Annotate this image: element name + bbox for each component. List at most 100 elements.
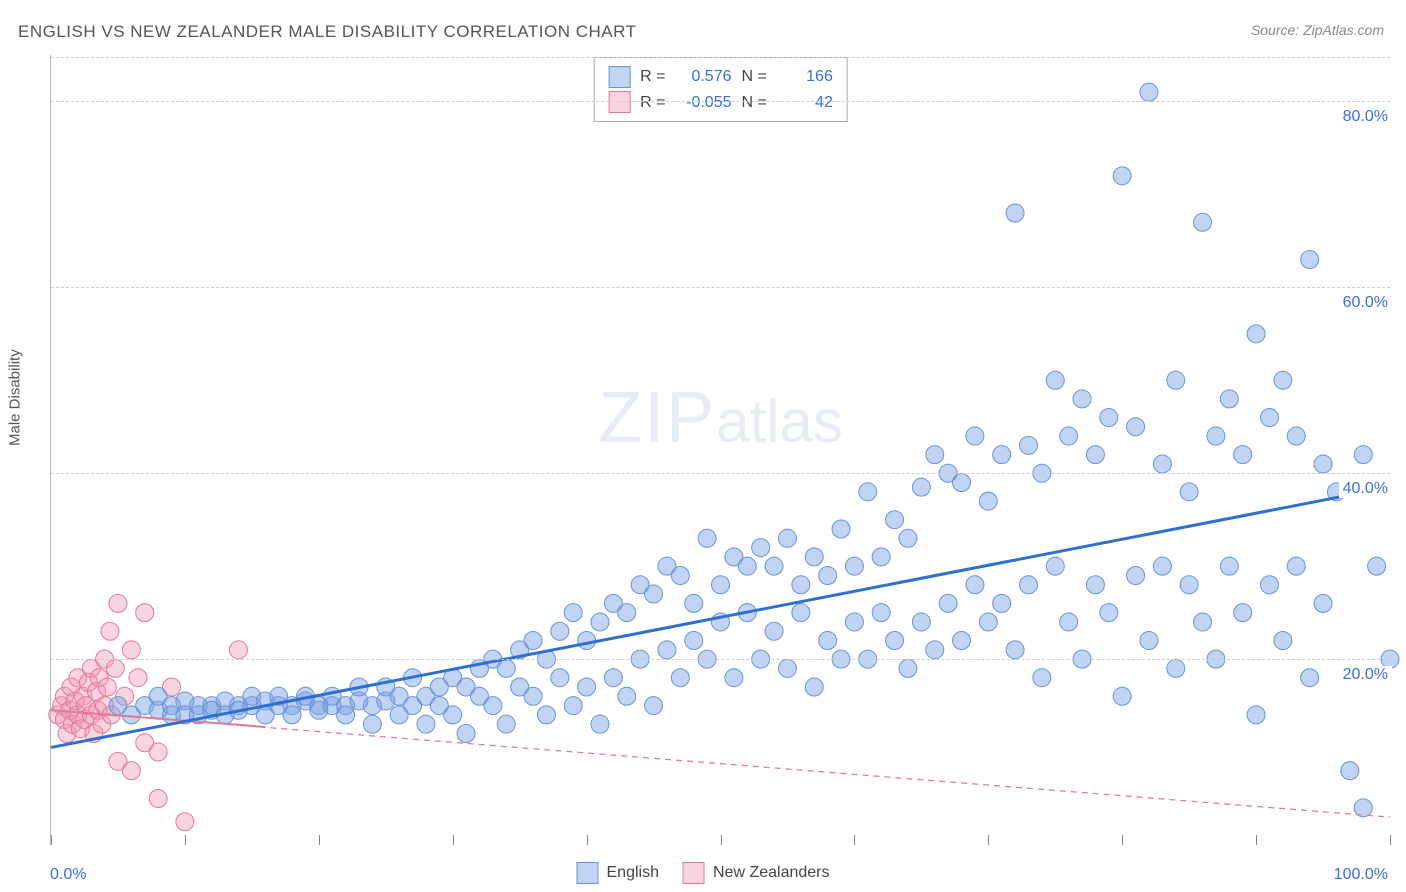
grid-line	[51, 101, 1390, 102]
data-point	[524, 687, 542, 705]
data-point	[1060, 427, 1078, 445]
data-point	[1180, 576, 1198, 594]
data-point	[765, 557, 783, 575]
data-point	[792, 604, 810, 622]
data-point	[1247, 706, 1265, 724]
data-point	[912, 613, 930, 631]
x-tick	[453, 835, 454, 845]
data-point	[886, 511, 904, 529]
data-point	[1167, 659, 1185, 677]
data-point	[953, 632, 971, 650]
data-point	[778, 659, 796, 677]
data-point	[1153, 557, 1171, 575]
data-point	[645, 585, 663, 603]
x-tick	[854, 835, 855, 845]
data-point	[1368, 557, 1386, 575]
data-point	[725, 669, 743, 687]
y-axis-title: Male Disability	[7, 349, 24, 446]
data-point	[979, 492, 997, 510]
data-point	[712, 576, 730, 594]
legend-item-nz: New Zealanders	[683, 862, 830, 884]
trend-line-english	[51, 487, 1390, 747]
data-point	[685, 594, 703, 612]
swatch-pink-icon	[683, 862, 705, 884]
data-point	[1100, 604, 1118, 622]
x-tick	[319, 835, 320, 845]
data-point	[283, 706, 301, 724]
data-point	[122, 641, 140, 659]
y-tick-label: 20.0%	[1339, 666, 1392, 684]
data-point	[101, 622, 119, 640]
data-point	[1113, 167, 1131, 185]
chart-source: Source: ZipAtlas.com	[1251, 22, 1384, 38]
data-point	[337, 706, 355, 724]
data-point	[1220, 557, 1238, 575]
data-point	[176, 813, 194, 831]
data-point	[1140, 632, 1158, 650]
y-tick-label: 40.0%	[1339, 480, 1392, 498]
data-point	[738, 557, 756, 575]
data-point	[363, 715, 381, 733]
data-point	[1086, 576, 1104, 594]
data-point	[845, 557, 863, 575]
data-point	[1140, 83, 1158, 101]
data-point	[872, 604, 890, 622]
data-point	[1247, 325, 1265, 343]
data-point	[1046, 371, 1064, 389]
data-point	[792, 576, 810, 594]
data-point	[1314, 455, 1332, 473]
data-point	[1207, 427, 1225, 445]
x-tick	[1122, 835, 1123, 845]
data-point	[698, 529, 716, 547]
data-point	[497, 659, 515, 677]
data-point	[912, 478, 930, 496]
data-point	[591, 715, 609, 733]
data-point	[1113, 687, 1131, 705]
x-tick	[721, 835, 722, 845]
data-point	[1234, 446, 1252, 464]
chart-title: ENGLISH VS NEW ZEALANDER MALE DISABILITY…	[18, 22, 636, 42]
data-point	[872, 548, 890, 566]
data-point	[149, 790, 167, 808]
data-point	[1127, 418, 1145, 436]
data-point	[993, 446, 1011, 464]
data-point	[417, 715, 435, 733]
data-point	[899, 529, 917, 547]
data-point	[1006, 641, 1024, 659]
swatch-blue-icon	[577, 862, 599, 884]
data-point	[1006, 204, 1024, 222]
data-point	[136, 604, 154, 622]
data-point	[1167, 371, 1185, 389]
data-point	[497, 715, 515, 733]
data-point	[1153, 455, 1171, 473]
data-point	[591, 613, 609, 631]
data-point	[1314, 594, 1332, 612]
data-point	[1060, 613, 1078, 631]
data-point	[551, 669, 569, 687]
data-point	[819, 632, 837, 650]
x-tick	[988, 835, 989, 845]
data-point	[778, 529, 796, 547]
data-point	[939, 594, 957, 612]
x-tick	[1256, 835, 1257, 845]
grid-line	[51, 473, 1390, 474]
data-point	[752, 539, 770, 557]
data-point	[1046, 557, 1064, 575]
data-point	[805, 548, 823, 566]
data-point	[457, 724, 475, 742]
data-point	[578, 632, 596, 650]
data-point	[484, 697, 502, 715]
data-point	[618, 604, 636, 622]
data-point	[1127, 566, 1145, 584]
data-point	[1274, 632, 1292, 650]
data-point	[98, 678, 116, 696]
data-point	[1341, 762, 1359, 780]
data-point	[1260, 576, 1278, 594]
data-point	[1194, 213, 1212, 231]
data-point	[524, 632, 542, 650]
data-point	[106, 659, 124, 677]
data-point	[671, 566, 689, 584]
data-point	[1073, 390, 1091, 408]
data-point	[685, 632, 703, 650]
data-point	[1033, 669, 1051, 687]
